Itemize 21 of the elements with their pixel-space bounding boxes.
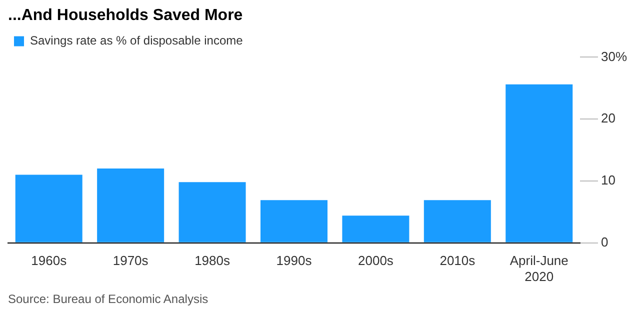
x-tick-label: 1960s bbox=[31, 253, 68, 268]
y-tick-label: 30% bbox=[600, 48, 628, 64]
x-tick-label: April-June 2020 bbox=[510, 253, 568, 284]
chart-title: ...And Households Saved More bbox=[8, 7, 243, 24]
x-tick-label: 2010s bbox=[440, 253, 476, 268]
bar bbox=[506, 84, 573, 242]
bar bbox=[260, 200, 328, 242]
y-tick-label: 20 bbox=[600, 110, 616, 126]
x-tick-label: 1970s bbox=[112, 253, 149, 268]
bar bbox=[97, 168, 164, 242]
y-tick-label: 0 bbox=[600, 234, 608, 250]
source-note: Source: Bureau of Economic Analysis bbox=[7, 291, 210, 306]
bar bbox=[15, 174, 82, 242]
x-tick-label: 1990s bbox=[276, 253, 312, 268]
x-tick-label: 2000s bbox=[358, 253, 394, 268]
bar bbox=[178, 182, 246, 242]
bar bbox=[342, 216, 410, 242]
y-tick-label: 10 bbox=[600, 172, 616, 188]
bar bbox=[424, 200, 491, 242]
x-tick-label: 1980s bbox=[194, 253, 230, 268]
legend-label: Savings rate as % of disposable income bbox=[30, 34, 244, 48]
